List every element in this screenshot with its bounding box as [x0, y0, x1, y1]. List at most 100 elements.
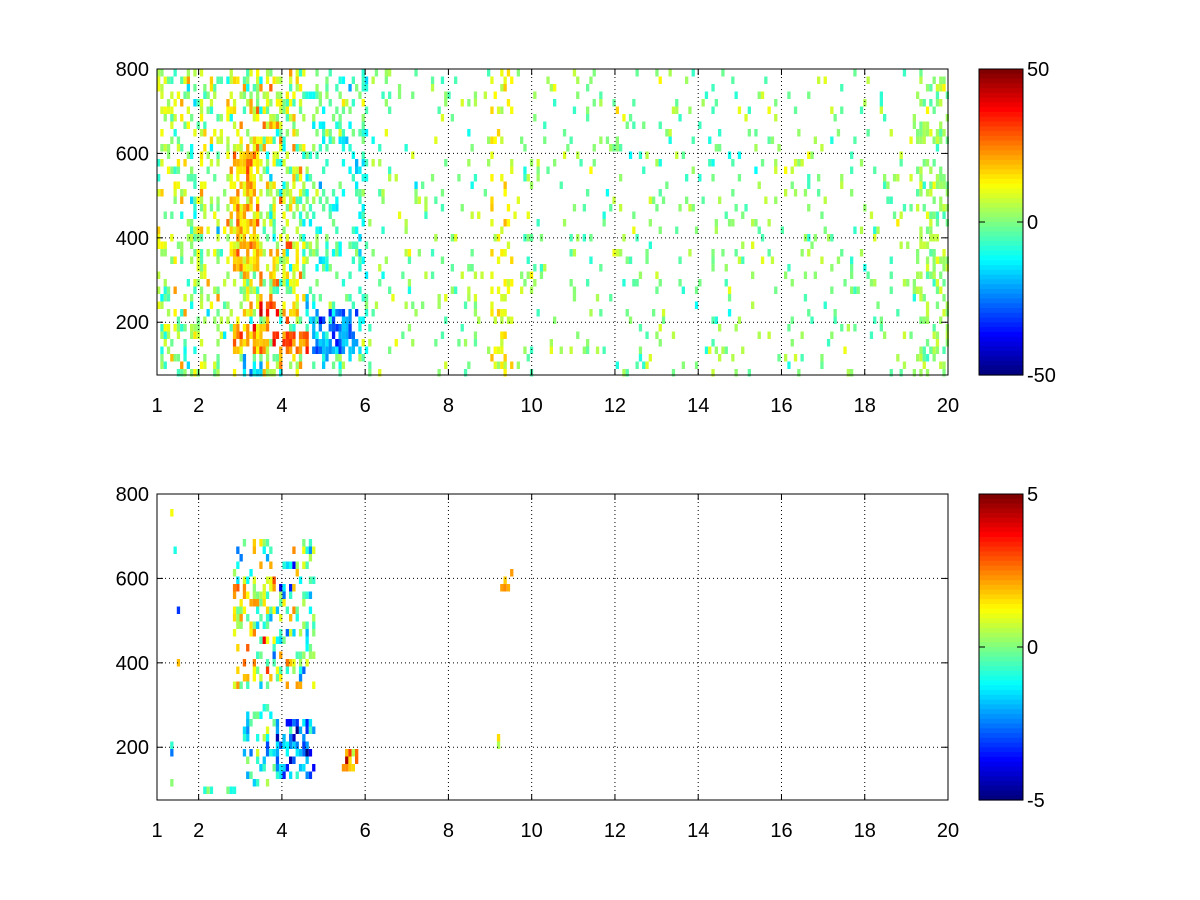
heatmap-cell	[328, 211, 332, 219]
heatmap-cell	[203, 204, 207, 212]
heatmap-cell	[526, 234, 530, 242]
heatmap-cell	[942, 369, 946, 377]
heatmap-cell	[160, 361, 164, 369]
heatmap-cell	[292, 734, 296, 742]
heatmap-cell	[252, 249, 256, 257]
heatmap-cell	[265, 136, 270, 144]
heatmap-cell	[190, 324, 194, 332]
heatmap-cell	[935, 256, 940, 264]
heatmap-cell	[226, 114, 230, 122]
heatmap-cell	[285, 99, 289, 107]
heatmap-cell	[160, 144, 164, 152]
heatmap-cell	[229, 106, 233, 114]
heatmap-cell	[305, 211, 309, 219]
heatmap-cell	[543, 121, 547, 129]
heatmap-cell	[807, 234, 811, 242]
heatmap-cell	[510, 166, 514, 174]
heatmap-cell	[932, 331, 936, 339]
heatmap-cell	[744, 114, 748, 122]
heatmap-cell	[246, 264, 250, 272]
colorbar-segment	[979, 503, 1023, 509]
heatmap-cell	[259, 354, 263, 362]
heatmap-cell	[932, 249, 936, 257]
heatmap-cell	[180, 99, 184, 107]
heatmap-cell	[668, 69, 672, 77]
heatmap-cell	[444, 361, 448, 369]
heatmap-cell	[232, 279, 237, 287]
heatmap-cell	[645, 256, 649, 264]
heatmap-cell	[335, 226, 339, 234]
heatmap-cell	[760, 91, 765, 99]
heatmap-cell	[279, 614, 283, 622]
heatmap-cell	[708, 346, 712, 354]
heatmap-cell	[318, 346, 322, 354]
heatmap-cell	[335, 249, 339, 257]
colorbar-segment	[979, 308, 1023, 314]
heatmap-cell	[325, 354, 329, 362]
heatmap-cell	[325, 241, 329, 249]
colorbar-segment	[979, 112, 1023, 118]
heatmap-cell	[259, 561, 263, 569]
heatmap-cell	[609, 204, 613, 212]
heatmap-cell	[249, 256, 253, 264]
heatmap-cell	[308, 174, 313, 182]
heatmap-cell	[361, 219, 365, 227]
heatmap-cell	[691, 136, 695, 144]
heatmap-cell	[318, 144, 322, 152]
colorbar-tick-label: 0	[1027, 637, 1038, 659]
heatmap-cell	[289, 346, 293, 354]
heatmap-cell	[714, 144, 718, 152]
heatmap-cell	[790, 181, 794, 189]
heatmap-cell	[166, 309, 171, 317]
heatmap-cell	[219, 331, 223, 339]
heatmap-cell	[632, 211, 636, 219]
heatmap-cell	[223, 189, 227, 197]
heatmap-cell	[767, 219, 771, 227]
heatmap-cell	[850, 256, 854, 264]
colorbar-segment	[979, 541, 1023, 548]
colorbar-segment	[979, 88, 1023, 94]
heatmap-cell	[239, 606, 243, 614]
heatmap-cell	[190, 226, 194, 234]
heatmap-cell	[787, 324, 791, 332]
heatmap-cell	[879, 316, 883, 324]
heatmap-cell	[239, 241, 243, 249]
heatmap-cell	[259, 591, 263, 599]
heatmap-cell	[292, 666, 296, 674]
heatmap-cell	[932, 256, 936, 264]
colorbar-segment	[979, 728, 1023, 734]
heatmap-cell	[265, 121, 270, 129]
heatmap-cell	[199, 339, 204, 347]
heatmap-cell	[784, 166, 788, 174]
heatmap-cell	[298, 271, 303, 279]
heatmap-cell	[272, 159, 276, 167]
heatmap-cell	[275, 741, 280, 749]
heatmap-cell	[170, 91, 174, 99]
heatmap-cell	[358, 354, 362, 362]
heatmap-cell	[586, 346, 590, 354]
heatmap-cell	[506, 219, 511, 227]
heatmap-cell	[444, 316, 448, 324]
heatmap-cell	[404, 219, 408, 227]
heatmap-cell	[338, 354, 342, 362]
heatmap-cell	[351, 151, 355, 159]
heatmap-cell	[813, 234, 817, 242]
heatmap-cell	[246, 331, 250, 339]
heatmap-cell	[275, 361, 280, 369]
heatmap-cell	[506, 204, 511, 212]
heatmap-cell	[463, 301, 468, 309]
heatmap-cell	[193, 226, 197, 234]
heatmap-cell	[797, 369, 801, 377]
heatmap-cell	[731, 354, 735, 362]
heatmap-cell	[285, 234, 289, 242]
heatmap-cell	[939, 204, 943, 212]
colorbar-segment	[979, 365, 1023, 371]
heatmap-cell	[295, 741, 299, 749]
heatmap-cell	[256, 219, 260, 227]
heatmap-cell	[916, 271, 920, 279]
heatmap-cell	[305, 771, 309, 779]
heatmap-cell	[279, 279, 283, 287]
heatmap-cell	[295, 226, 299, 234]
heatmap-cell	[193, 279, 197, 287]
heatmap-cell	[510, 361, 514, 369]
